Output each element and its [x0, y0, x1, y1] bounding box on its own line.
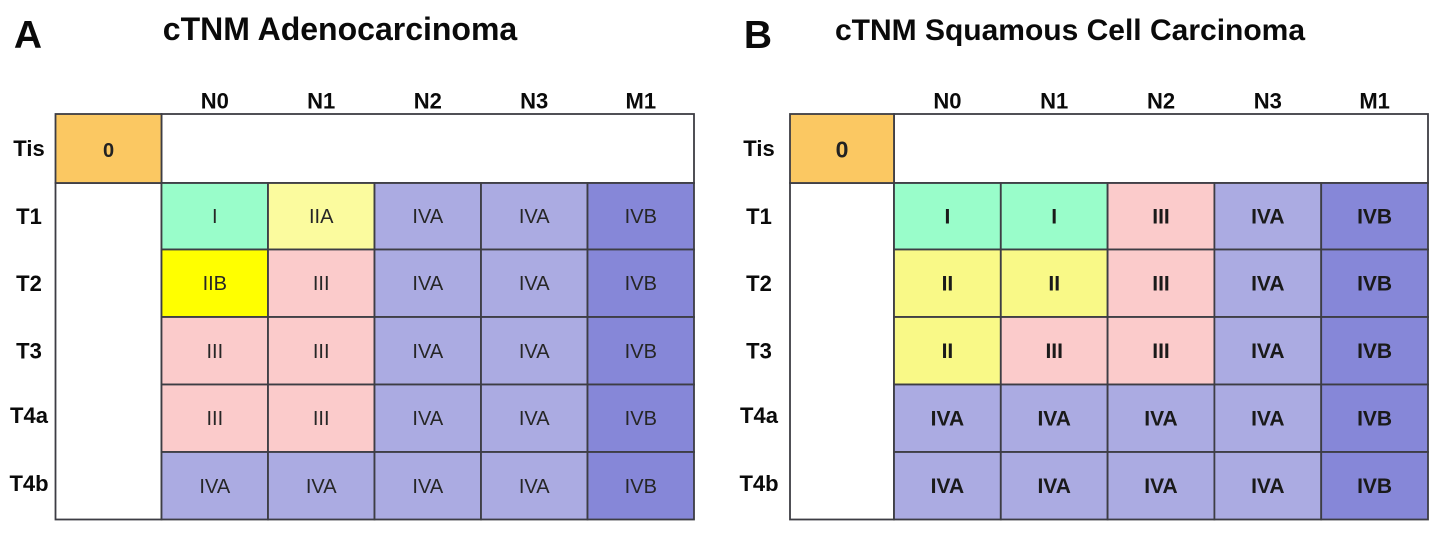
svg-text:IVA: IVA: [199, 476, 230, 498]
svg-text:IVB: IVB: [1357, 273, 1392, 296]
svg-text:III: III: [1152, 206, 1170, 229]
svg-text:T4b: T4b: [9, 471, 48, 496]
svg-text:III: III: [1045, 340, 1063, 363]
svg-text:IVA: IVA: [412, 273, 443, 295]
svg-text:N1: N1: [1040, 89, 1068, 114]
svg-text:IVA: IVA: [412, 408, 443, 430]
svg-text:IVA: IVA: [1251, 273, 1284, 296]
svg-text:0: 0: [836, 137, 849, 163]
svg-text:T4b: T4b: [739, 471, 778, 496]
svg-text:I: I: [1051, 206, 1057, 229]
svg-text:IVB: IVB: [625, 408, 657, 430]
svg-text:A: A: [14, 14, 42, 57]
svg-text:IVB: IVB: [625, 206, 657, 228]
svg-text:III: III: [313, 273, 330, 295]
svg-text:IVA: IVA: [412, 206, 443, 228]
svg-text:IVB: IVB: [1357, 340, 1392, 363]
svg-text:III: III: [1152, 273, 1170, 296]
svg-text:N3: N3: [520, 89, 548, 114]
svg-text:B: B: [744, 14, 772, 57]
svg-text:IVA: IVA: [1251, 206, 1284, 229]
svg-text:N2: N2: [1147, 89, 1175, 114]
svg-text:cTNM Adenocarcinoma: cTNM Adenocarcinoma: [163, 11, 518, 47]
svg-text:III: III: [206, 408, 223, 430]
svg-text:IVA: IVA: [412, 476, 443, 498]
svg-text:IVA: IVA: [519, 341, 550, 363]
svg-text:III: III: [313, 341, 330, 363]
svg-text:N1: N1: [307, 89, 335, 114]
svg-text:IVA: IVA: [1037, 408, 1070, 431]
svg-text:II: II: [942, 340, 954, 363]
svg-text:Tis: Tis: [13, 136, 44, 161]
svg-text:III: III: [1152, 340, 1170, 363]
svg-text:T4a: T4a: [740, 403, 779, 428]
svg-text:I: I: [944, 206, 950, 229]
svg-text:T2: T2: [16, 271, 42, 296]
svg-text:II: II: [942, 273, 954, 296]
svg-text:cTNM Squamous Cell Carcinoma: cTNM Squamous Cell Carcinoma: [835, 14, 1305, 47]
svg-text:IVA: IVA: [519, 476, 550, 498]
svg-text:N3: N3: [1254, 89, 1282, 114]
svg-text:IVB: IVB: [1357, 206, 1392, 229]
svg-text:IVA: IVA: [1144, 408, 1177, 431]
svg-text:III: III: [206, 341, 223, 363]
svg-text:N0: N0: [933, 89, 961, 114]
svg-text:N0: N0: [201, 89, 229, 114]
svg-text:IVB: IVB: [625, 341, 657, 363]
svg-text:IVA: IVA: [931, 408, 964, 431]
svg-text:IVA: IVA: [519, 206, 550, 228]
svg-text:IVB: IVB: [1357, 408, 1392, 431]
svg-text:0: 0: [103, 140, 114, 162]
svg-text:T1: T1: [746, 204, 772, 229]
svg-text:M1: M1: [1359, 89, 1390, 114]
svg-text:IVA: IVA: [1037, 475, 1070, 498]
svg-text:T4a: T4a: [10, 403, 49, 428]
svg-text:IIA: IIA: [309, 206, 334, 228]
svg-text:T1: T1: [16, 204, 42, 229]
svg-text:T3: T3: [746, 338, 772, 363]
svg-text:IVA: IVA: [1251, 340, 1284, 363]
svg-text:IVB: IVB: [1357, 475, 1392, 498]
svg-text:IVA: IVA: [1251, 475, 1284, 498]
svg-text:IVA: IVA: [1144, 475, 1177, 498]
svg-text:IVB: IVB: [625, 476, 657, 498]
svg-text:I: I: [212, 206, 218, 228]
svg-text:Tis: Tis: [743, 136, 774, 161]
svg-text:IVA: IVA: [412, 341, 443, 363]
svg-text:T3: T3: [16, 338, 42, 363]
svg-text:II: II: [1048, 273, 1060, 296]
svg-text:IVA: IVA: [519, 273, 550, 295]
svg-text:IVA: IVA: [931, 475, 964, 498]
svg-text:T2: T2: [746, 271, 772, 296]
svg-text:IIB: IIB: [203, 273, 227, 295]
svg-text:IVB: IVB: [625, 273, 657, 295]
svg-text:IVA: IVA: [306, 476, 337, 498]
svg-text:IVA: IVA: [519, 408, 550, 430]
svg-text:M1: M1: [626, 89, 657, 114]
svg-text:IVA: IVA: [1251, 408, 1284, 431]
svg-text:N2: N2: [414, 89, 442, 114]
svg-text:III: III: [313, 408, 330, 430]
